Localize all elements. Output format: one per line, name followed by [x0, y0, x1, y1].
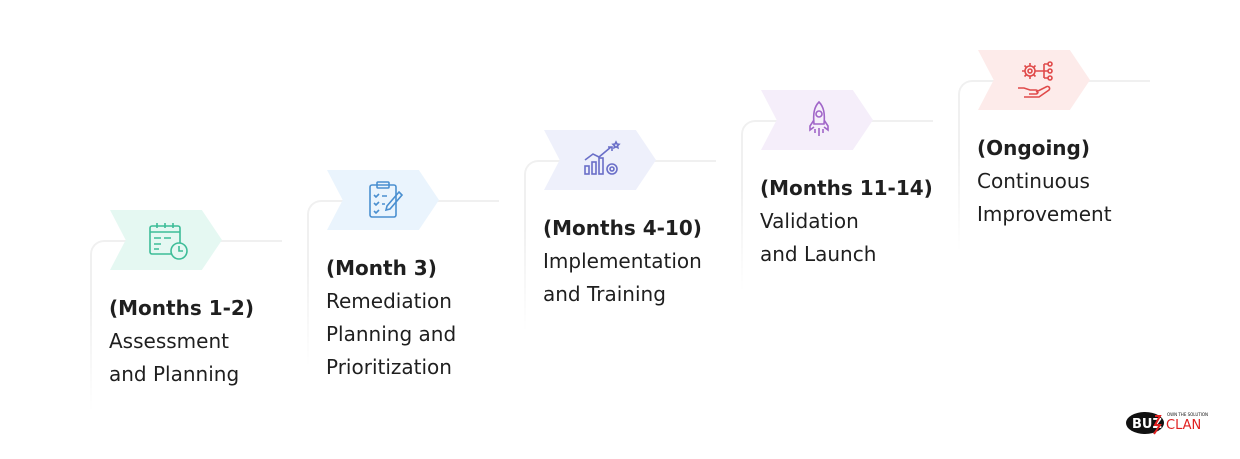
step-2-chevron [327, 170, 439, 230]
growth-chart-gear-icon [584, 140, 621, 175]
step-title-line: Planning and [326, 322, 457, 346]
step-title-line: Continuous [977, 169, 1090, 193]
svg-text:OWN THE SOLUTION: OWN THE SOLUTION [1167, 412, 1208, 417]
step-period: (Months 4-10) [543, 216, 702, 240]
step-period: (Month 3) [326, 256, 437, 280]
step-period: (Months 11-14) [760, 176, 933, 200]
step-title-line: Remediation [326, 289, 452, 313]
step-2-text: (Month 3) Remediation Planning and Prioriti… [326, 252, 456, 384]
clipboard-checklist-icon [369, 181, 404, 218]
calendar-clock-icon [149, 223, 188, 260]
svg-text:CLAN: CLAN [1166, 418, 1201, 433]
step-5-chevron [978, 50, 1090, 110]
step-period: (Ongoing) [977, 136, 1090, 160]
rocket-icon [809, 100, 829, 136]
step-3-text: (Months 4-10) Implementation and Training [543, 212, 702, 311]
step-3-chevron [544, 130, 656, 190]
step-title-line: Prioritization [326, 355, 452, 379]
step-title-line: and Planning [109, 362, 240, 386]
step-4-text: (Months 11-14) Validation and Launch [760, 172, 933, 271]
step-title-line: Assessment [109, 329, 229, 353]
step-title-line: Validation [760, 209, 859, 233]
gear-hand-icon [1018, 61, 1053, 98]
step-title-line: Implementation [543, 249, 702, 273]
step-1-text: (Months 1-2) Assessment and Planning [109, 292, 254, 391]
step-period: (Months 1-2) [109, 296, 254, 320]
step-title-line: Improvement [977, 202, 1112, 226]
svg-text:BUZ: BUZ [1132, 417, 1162, 432]
step-title-line: and Training [543, 282, 666, 306]
step-title-line: and Launch [760, 242, 877, 266]
step-1-chevron [110, 210, 222, 270]
buzzclan-logo: BUZ OWN THE SOLUTION CLAN [1126, 412, 1208, 435]
step-4-chevron [761, 90, 873, 150]
step-5-text: (Ongoing) Continuous Improvement [977, 132, 1112, 231]
